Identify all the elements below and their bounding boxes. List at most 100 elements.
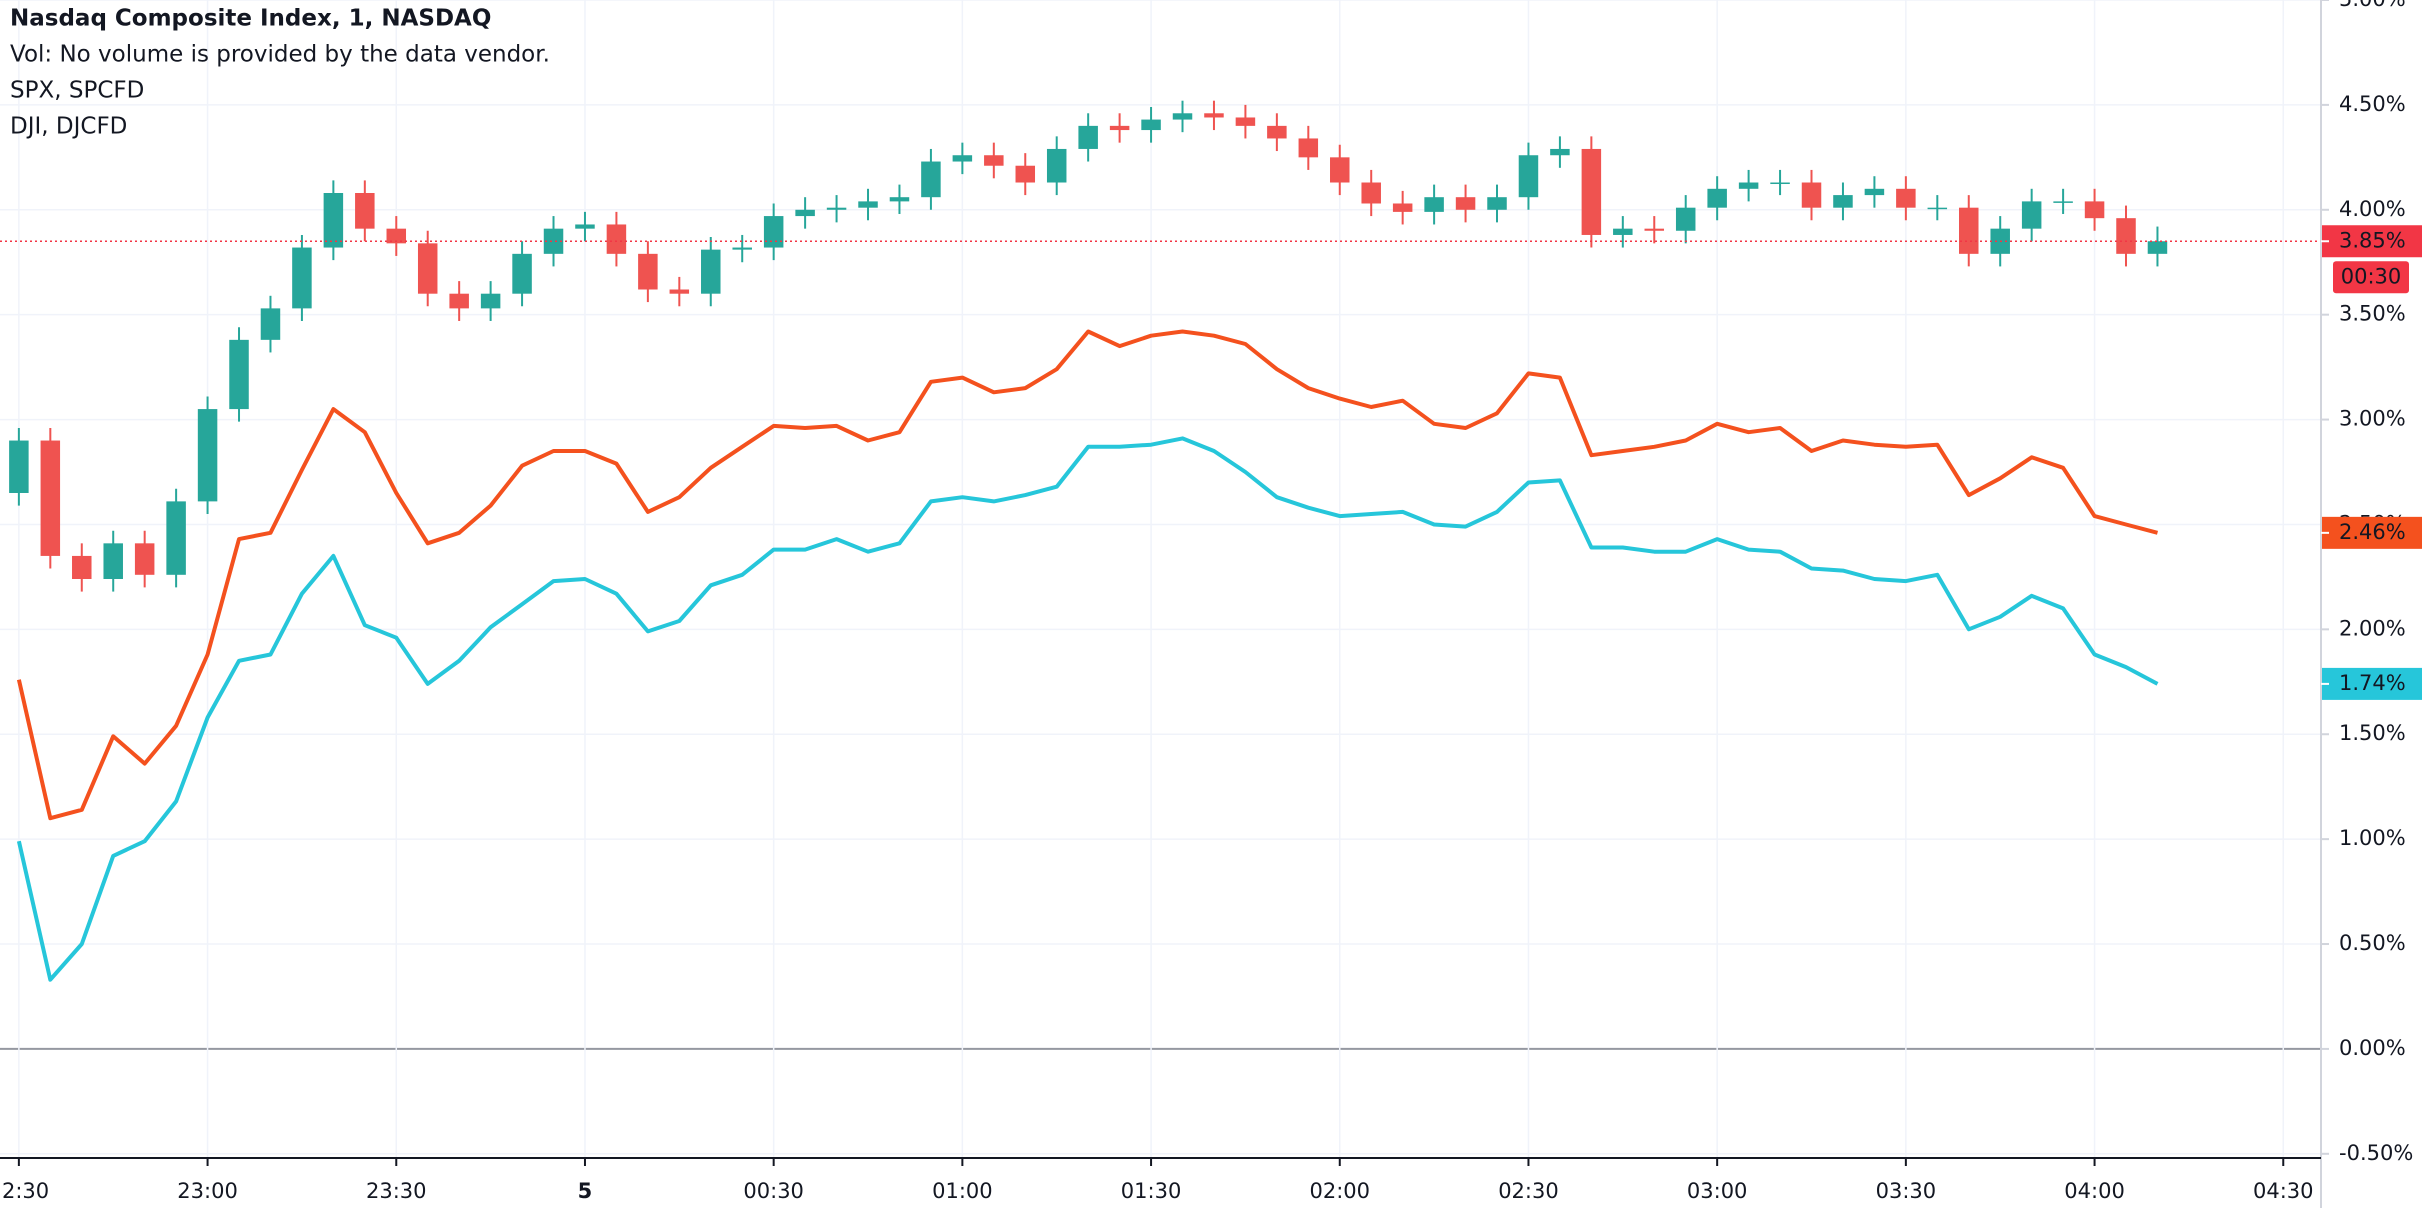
candle-body — [638, 253, 658, 290]
candle-body — [1392, 203, 1413, 212]
candle-body — [480, 293, 501, 309]
candle-body — [732, 247, 752, 250]
candle-body — [1959, 207, 1979, 254]
candle-body — [858, 201, 878, 208]
x-tick-label: 02:00 — [1309, 1179, 1370, 1203]
candle-body — [197, 409, 218, 502]
candle-body — [40, 440, 61, 556]
x-tick-label: 01:00 — [932, 1179, 993, 1203]
legend-entry: SPX, SPCFD — [10, 78, 144, 104]
y-tick-label: 4.00% — [2339, 197, 2406, 221]
candle-body — [1864, 188, 1885, 196]
price-label-box — [2322, 667, 2422, 700]
candle-body — [1235, 117, 1256, 126]
x-tick-label: 02:30 — [1498, 1179, 1559, 1203]
candle-body — [1424, 197, 1444, 212]
candle-body — [1738, 182, 1759, 189]
price-label: 1.74% — [2339, 671, 2406, 695]
candle-body — [386, 228, 407, 244]
price-label-box — [2322, 516, 2422, 549]
y-tick-label: 0.50% — [2339, 931, 2406, 955]
series-line — [16, 329, 2159, 821]
x-tick-label: 5 — [578, 1179, 593, 1203]
y-tick-label: 5.00% — [2339, 0, 2406, 11]
x-tick-label: 03:00 — [1687, 1179, 1748, 1203]
candle-body — [449, 293, 469, 309]
candle-body — [1204, 113, 1224, 118]
legend-main: Nasdaq Composite Index, 1, NASDAQ — [10, 6, 491, 32]
candle-body — [134, 543, 155, 575]
x-tick-label: 04:00 — [2064, 1179, 2125, 1203]
candle-body — [889, 197, 910, 202]
candle-body — [701, 249, 721, 294]
candle-body — [1015, 165, 1036, 183]
x-tick-label: 22:30 — [0, 1179, 49, 1203]
candle-body — [826, 207, 847, 210]
legend-note: Vol: No volume is provided by the data v… — [10, 42, 550, 68]
candle-body — [2116, 218, 2136, 254]
grid — [0, 0, 2321, 1158]
countdown-label: 00:30 — [2341, 264, 2402, 288]
candle-body — [1550, 148, 1570, 156]
legend-entry: DJI, DJCFD — [10, 114, 127, 140]
candle-body — [1927, 207, 1948, 210]
plot — [0, 100, 2321, 982]
x-tick-label: 01:30 — [1121, 1179, 1182, 1203]
legend: Nasdaq Composite Index, 1, NASDAQ Vol: N… — [10, 6, 550, 140]
candle-body — [1801, 182, 1822, 208]
candle-body — [1613, 228, 1633, 235]
candle-body — [72, 555, 92, 579]
y-tick-label: 1.50% — [2339, 721, 2406, 745]
y-tick-label: 4.50% — [2339, 92, 2406, 116]
candle-body — [1267, 125, 1287, 139]
candle-body — [1518, 155, 1539, 198]
candle-body — [166, 501, 186, 575]
candle-body — [229, 339, 249, 410]
candle-body — [1330, 157, 1350, 183]
candle-body — [260, 308, 281, 340]
series-line — [16, 436, 2159, 982]
x-tick-label: 03:30 — [1876, 1179, 1937, 1203]
y-tick-label: 2.00% — [2339, 616, 2406, 640]
candle-body — [921, 161, 941, 198]
candle-body — [1833, 195, 1853, 208]
candle-body — [1078, 125, 1098, 149]
candle-body — [1046, 148, 1067, 183]
y-tick-label: 3.50% — [2339, 302, 2406, 326]
x-tick-label: 23:00 — [177, 1179, 238, 1203]
candle-body — [2084, 201, 2105, 219]
candle-body — [103, 543, 123, 579]
candle-body — [1361, 182, 1381, 204]
candle-body — [763, 216, 784, 248]
candle-body — [1172, 113, 1193, 120]
candle-body — [606, 224, 627, 254]
y-tick-label: 0.00% — [2339, 1036, 2406, 1060]
countdown-box — [2333, 261, 2409, 294]
candle-body — [2053, 201, 2073, 203]
candle-body — [1298, 138, 1319, 158]
candle-body — [1707, 188, 1727, 208]
candle-body — [1644, 228, 1665, 231]
candle-body — [1581, 148, 1602, 235]
candle-body — [1141, 119, 1161, 131]
candle-body — [952, 155, 973, 162]
price-label: 2.46% — [2339, 520, 2406, 544]
candle-body — [795, 209, 815, 217]
candle-body — [1487, 197, 1507, 210]
candle-body — [2021, 201, 2042, 229]
x-tick-label: 00:30 — [743, 1179, 804, 1203]
candle-body — [1675, 207, 1696, 231]
candle-body — [1896, 188, 1916, 208]
candle-body — [9, 440, 29, 493]
price-label-box — [2322, 225, 2422, 258]
y-tick-label: 1.00% — [2339, 826, 2406, 850]
candle-body — [543, 228, 564, 254]
candle-body — [1770, 182, 1790, 185]
candle-body — [2147, 241, 2168, 254]
candle-body — [984, 155, 1004, 166]
candle-body — [512, 253, 532, 294]
candle-body — [323, 193, 344, 248]
